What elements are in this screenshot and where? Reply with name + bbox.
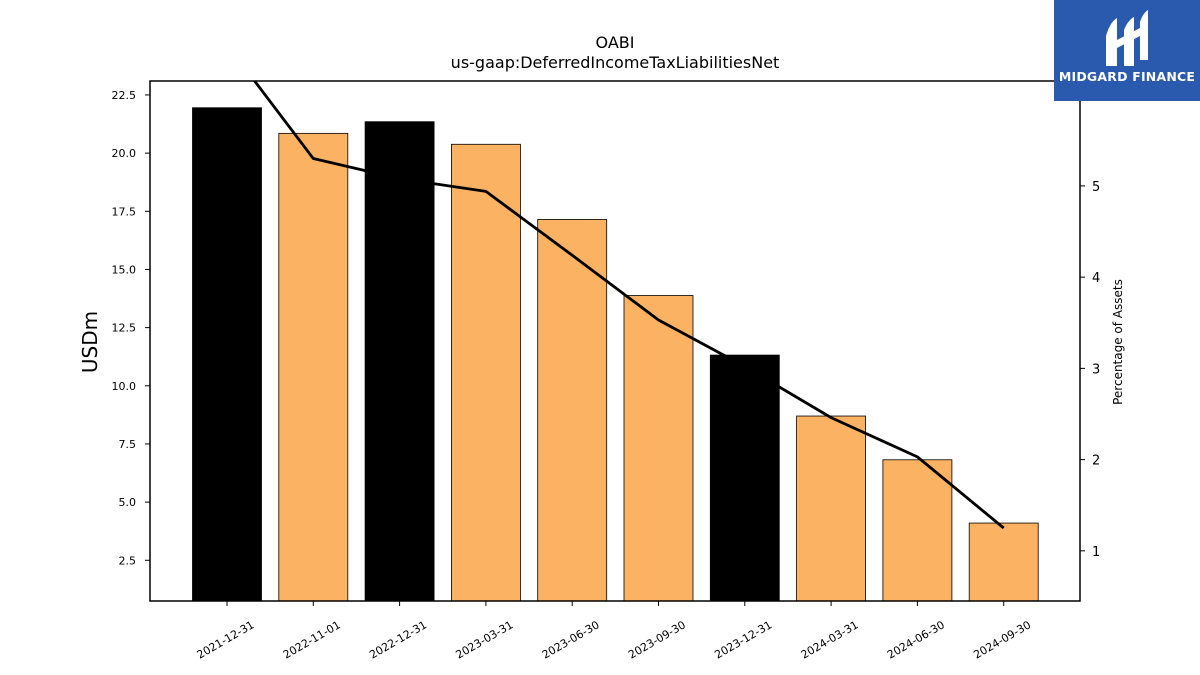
chart-title: OABI (596, 33, 635, 52)
y-right-tick-label: 2 (1092, 454, 1100, 469)
y-tick-label: 15.0 (112, 263, 137, 276)
bar-2023-06-30 (537, 219, 608, 602)
bar-2024-09-30 (968, 522, 1039, 602)
y-tick-label: 2.5 (119, 554, 137, 567)
y-tick-label: 20.0 (112, 147, 137, 160)
logo: MIDGARD FINANCE (1054, 0, 1200, 101)
bars-group (192, 107, 1039, 602)
y-tick-label: 17.5 (112, 205, 137, 218)
y-axis-right-label: Percentage of Assets (1111, 279, 1125, 405)
plot-frame (149, 80, 1081, 602)
y-right-tick-label: 4 (1092, 271, 1100, 286)
y-right-tick-label: 3 (1092, 362, 1100, 377)
y-axis-right: 1 2 3 4 5 (1080, 180, 1100, 560)
y-tick-label: 22.5 (112, 89, 137, 102)
logo-text: MIDGARD FINANCE (1059, 69, 1195, 84)
y-axis-label: USDm (78, 311, 102, 373)
line-layer (252, 81, 1005, 530)
y-tick-label: 7.5 (119, 438, 137, 451)
percentage-line (252, 81, 1005, 530)
bar-2022-12-31 (364, 121, 435, 602)
bar-2024-03-31 (796, 415, 866, 602)
y-tick-label: 5.0 (119, 496, 137, 509)
y-tick-label: 12.5 (112, 322, 137, 335)
bar-2022-11-01 (278, 132, 349, 602)
y-axis-left: 2.5 5.0 7.5 10.0 12.5 15.0 17.5 20.0 22.5 (112, 89, 150, 567)
logo-mark-icon (1106, 10, 1148, 66)
bar-2023-12-31 (709, 354, 780, 602)
bar-2023-09-30 (623, 295, 694, 602)
chart-subtitle: us-gaap:DeferredIncomeTaxLiabilitiesNet (451, 53, 780, 72)
bar-2024-06-30 (882, 459, 953, 602)
y-right-tick-label: 1 (1092, 545, 1100, 560)
bar-2023-03-31 (450, 143, 521, 602)
bar-2021-12-31 (192, 107, 262, 602)
y-tick-label: 10.0 (112, 380, 137, 393)
y-right-tick-label: 5 (1092, 180, 1100, 195)
